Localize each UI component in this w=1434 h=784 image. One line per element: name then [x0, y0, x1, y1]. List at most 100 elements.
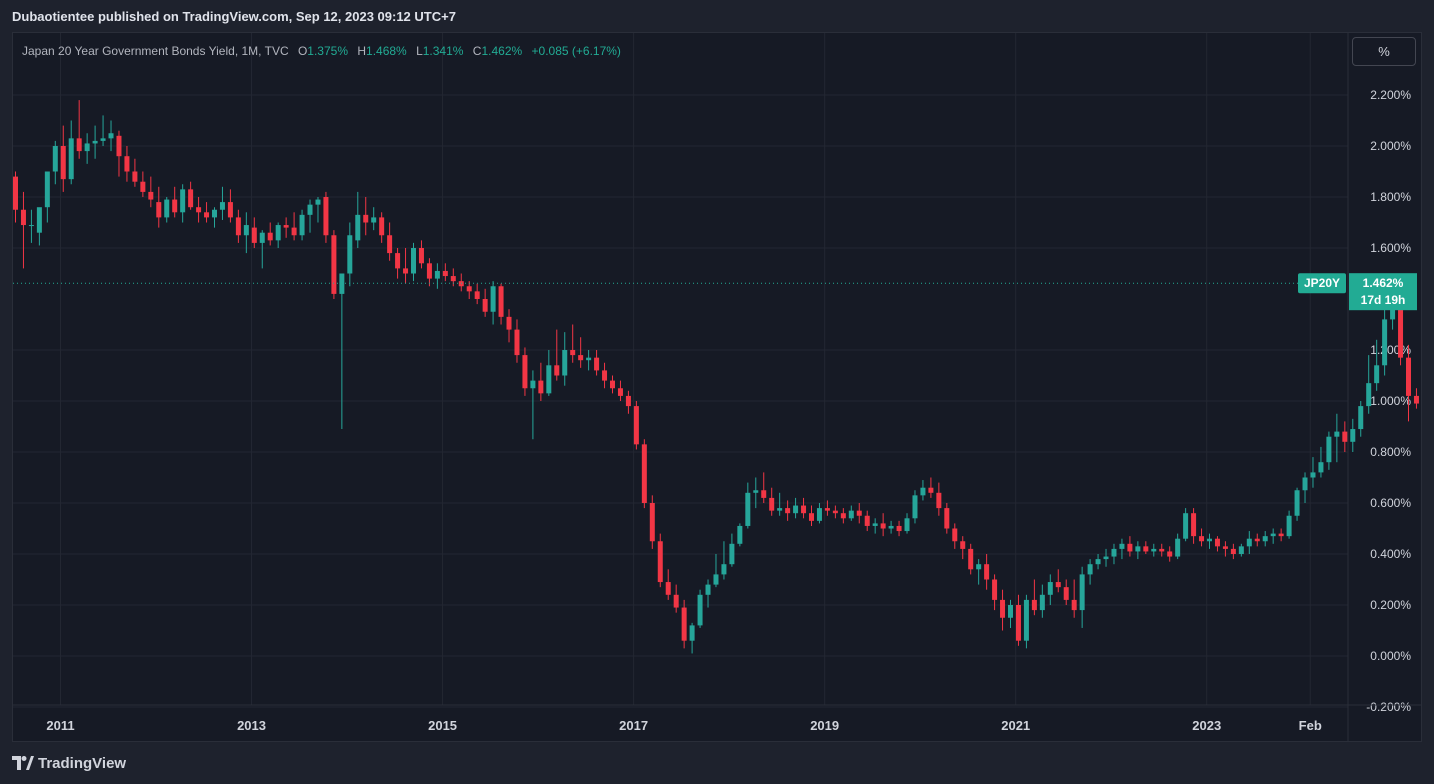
candle-body	[251, 227, 257, 243]
x-tick-label: 2019	[810, 718, 839, 733]
candle-body	[1071, 599, 1077, 611]
candle-body	[108, 133, 114, 139]
y-tick-label: 0.000%	[1370, 649, 1411, 663]
candle-body	[1015, 605, 1021, 641]
candle-body	[880, 523, 886, 529]
candle-body	[283, 225, 289, 228]
candle-body	[968, 548, 974, 570]
y-tick-label: 2.000%	[1370, 139, 1411, 153]
candle-body	[1199, 536, 1205, 542]
candle-body	[100, 138, 106, 141]
price-chart[interactable]: 2.200%2.000%1.800%1.600%1.200%1.000%0.80…	[13, 33, 1421, 741]
candle-body	[347, 235, 353, 274]
candle-body	[156, 202, 162, 218]
candle-body	[1366, 383, 1372, 407]
candle-body	[1207, 538, 1212, 542]
candle-body	[379, 217, 385, 236]
series-legend: Japan 20 Year Government Bonds Yield, 1M…	[22, 44, 621, 58]
x-tick-label: Feb	[1299, 718, 1322, 733]
candle-body	[721, 564, 727, 575]
low-label: L	[416, 44, 423, 58]
candle-body	[1008, 605, 1013, 618]
candle-body	[188, 189, 194, 208]
candle-body	[665, 582, 671, 595]
candle-body	[586, 357, 592, 361]
y-tick-label: 1.000%	[1370, 394, 1411, 408]
candle-body	[610, 380, 615, 389]
candle-body	[458, 281, 464, 287]
candle-body	[816, 508, 822, 521]
candle-body	[1087, 564, 1093, 575]
tradingview-logo-icon	[12, 756, 34, 770]
candle-body	[1374, 365, 1380, 384]
low-value: 1.341%	[422, 44, 464, 58]
candle-body	[1302, 477, 1308, 491]
candle-body	[657, 541, 663, 583]
candle-body	[148, 191, 154, 200]
candle-body	[1063, 587, 1069, 600]
candle-body	[84, 143, 90, 152]
percent-scale-button[interactable]: %	[1352, 37, 1416, 66]
chart-frame[interactable]: 2.200% 2.000% 1.800% 1.600% 1.200% 1.000% 0.80…	[12, 32, 1422, 742]
tradingview-brand-text: TradingView	[38, 754, 127, 772]
candle-body	[1238, 546, 1244, 554]
published-line: Dubaotientee published on TradingView.co…	[12, 9, 456, 24]
candle-body	[1151, 548, 1157, 552]
candle-body	[172, 199, 178, 213]
last-price-tag	[1349, 273, 1417, 311]
candle-body	[387, 235, 393, 254]
candle-body	[13, 176, 18, 210]
candle-body	[1286, 515, 1292, 537]
candle-body	[1000, 599, 1006, 618]
candle-body	[745, 492, 751, 526]
candle-body	[737, 525, 743, 544]
tradingview-logo[interactable]: TradingView	[12, 754, 126, 772]
candle-body	[1318, 462, 1324, 473]
candle-body	[514, 329, 520, 356]
candle-body	[1143, 546, 1149, 552]
last-price-value: 1.462%	[1363, 276, 1404, 290]
x-tick-label: 2015	[428, 718, 457, 733]
candle-body	[713, 574, 719, 585]
candle-body	[920, 487, 926, 496]
candle-body	[617, 388, 623, 396]
candle-body	[992, 579, 998, 600]
high-value: 1.468%	[366, 44, 407, 58]
candle-body	[1135, 546, 1141, 552]
candle-body	[20, 209, 26, 226]
candle-body	[371, 217, 377, 223]
candle-body	[1350, 429, 1356, 442]
candle-body	[474, 291, 480, 299]
candle-body	[809, 513, 814, 521]
candle-body	[363, 214, 369, 223]
candle-body	[482, 299, 488, 312]
candle-body	[530, 380, 536, 389]
candle-body	[1310, 472, 1316, 478]
candle-body	[1079, 574, 1085, 611]
candle-body	[219, 202, 225, 210]
candle-body	[1342, 431, 1348, 442]
candle-body	[522, 355, 528, 389]
candle-body	[602, 370, 608, 381]
candle-body	[872, 523, 878, 526]
candle-body	[1047, 582, 1053, 595]
candle-body	[204, 212, 210, 218]
candle-body	[506, 316, 512, 330]
candle-body	[44, 171, 50, 208]
candle-body	[673, 594, 679, 608]
candle-body	[1183, 513, 1189, 539]
candle-body	[1031, 599, 1037, 611]
candle-body	[1039, 594, 1045, 611]
candle-body	[570, 350, 576, 356]
candle-body	[777, 508, 783, 511]
candle-body	[490, 286, 496, 312]
candle-body	[848, 510, 854, 519]
candle-body	[36, 207, 42, 233]
candle-body	[1055, 582, 1061, 588]
candle-body	[1127, 543, 1133, 552]
candle-body	[928, 487, 934, 493]
candle-body	[28, 225, 34, 227]
candle-body	[1278, 533, 1284, 537]
candle-body	[450, 276, 456, 282]
candle-body	[315, 199, 321, 205]
